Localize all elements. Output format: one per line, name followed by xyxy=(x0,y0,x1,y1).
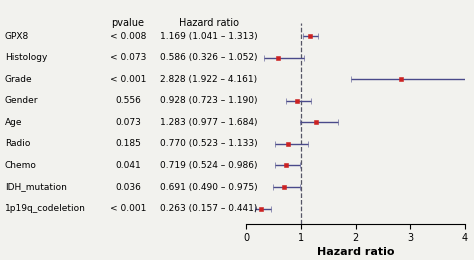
Text: 0.556: 0.556 xyxy=(115,96,141,105)
Text: 0.041: 0.041 xyxy=(115,161,141,170)
X-axis label: Hazard ratio: Hazard ratio xyxy=(317,248,394,257)
Text: 1.169 (1.041 – 1.313): 1.169 (1.041 – 1.313) xyxy=(160,32,257,41)
Text: 0.263 (0.157 – 0.441): 0.263 (0.157 – 0.441) xyxy=(160,204,257,213)
Text: Hazard ratio: Hazard ratio xyxy=(179,18,238,28)
Text: 0.036: 0.036 xyxy=(115,183,141,192)
Text: < 0.073: < 0.073 xyxy=(110,53,146,62)
Text: < 0.008: < 0.008 xyxy=(110,32,146,41)
Text: GPX8: GPX8 xyxy=(5,32,29,41)
Text: Grade: Grade xyxy=(5,75,32,84)
Text: IDH_mutation: IDH_mutation xyxy=(5,183,67,192)
Text: 0.770 (0.523 – 1.133): 0.770 (0.523 – 1.133) xyxy=(160,139,257,148)
Text: 0.719 (0.524 – 0.986): 0.719 (0.524 – 0.986) xyxy=(160,161,257,170)
Text: 0.586 (0.326 – 1.052): 0.586 (0.326 – 1.052) xyxy=(160,53,257,62)
Text: Chemo: Chemo xyxy=(5,161,36,170)
Text: Histology: Histology xyxy=(5,53,47,62)
Text: 0.691 (0.490 – 0.975): 0.691 (0.490 – 0.975) xyxy=(160,183,257,192)
Text: < 0.001: < 0.001 xyxy=(110,204,146,213)
Text: 1p19q_codeletion: 1p19q_codeletion xyxy=(5,204,86,213)
Text: < 0.001: < 0.001 xyxy=(110,75,146,84)
Text: 2.828 (1.922 – 4.161): 2.828 (1.922 – 4.161) xyxy=(160,75,257,84)
Text: Gender: Gender xyxy=(5,96,38,105)
Text: pvalue: pvalue xyxy=(111,18,145,28)
Text: Radio: Radio xyxy=(5,139,30,148)
Text: 0.185: 0.185 xyxy=(115,139,141,148)
Text: Age: Age xyxy=(5,118,22,127)
Text: 1.283 (0.977 – 1.684): 1.283 (0.977 – 1.684) xyxy=(160,118,257,127)
Text: 0.073: 0.073 xyxy=(115,118,141,127)
Text: 0.928 (0.723 – 1.190): 0.928 (0.723 – 1.190) xyxy=(160,96,257,105)
